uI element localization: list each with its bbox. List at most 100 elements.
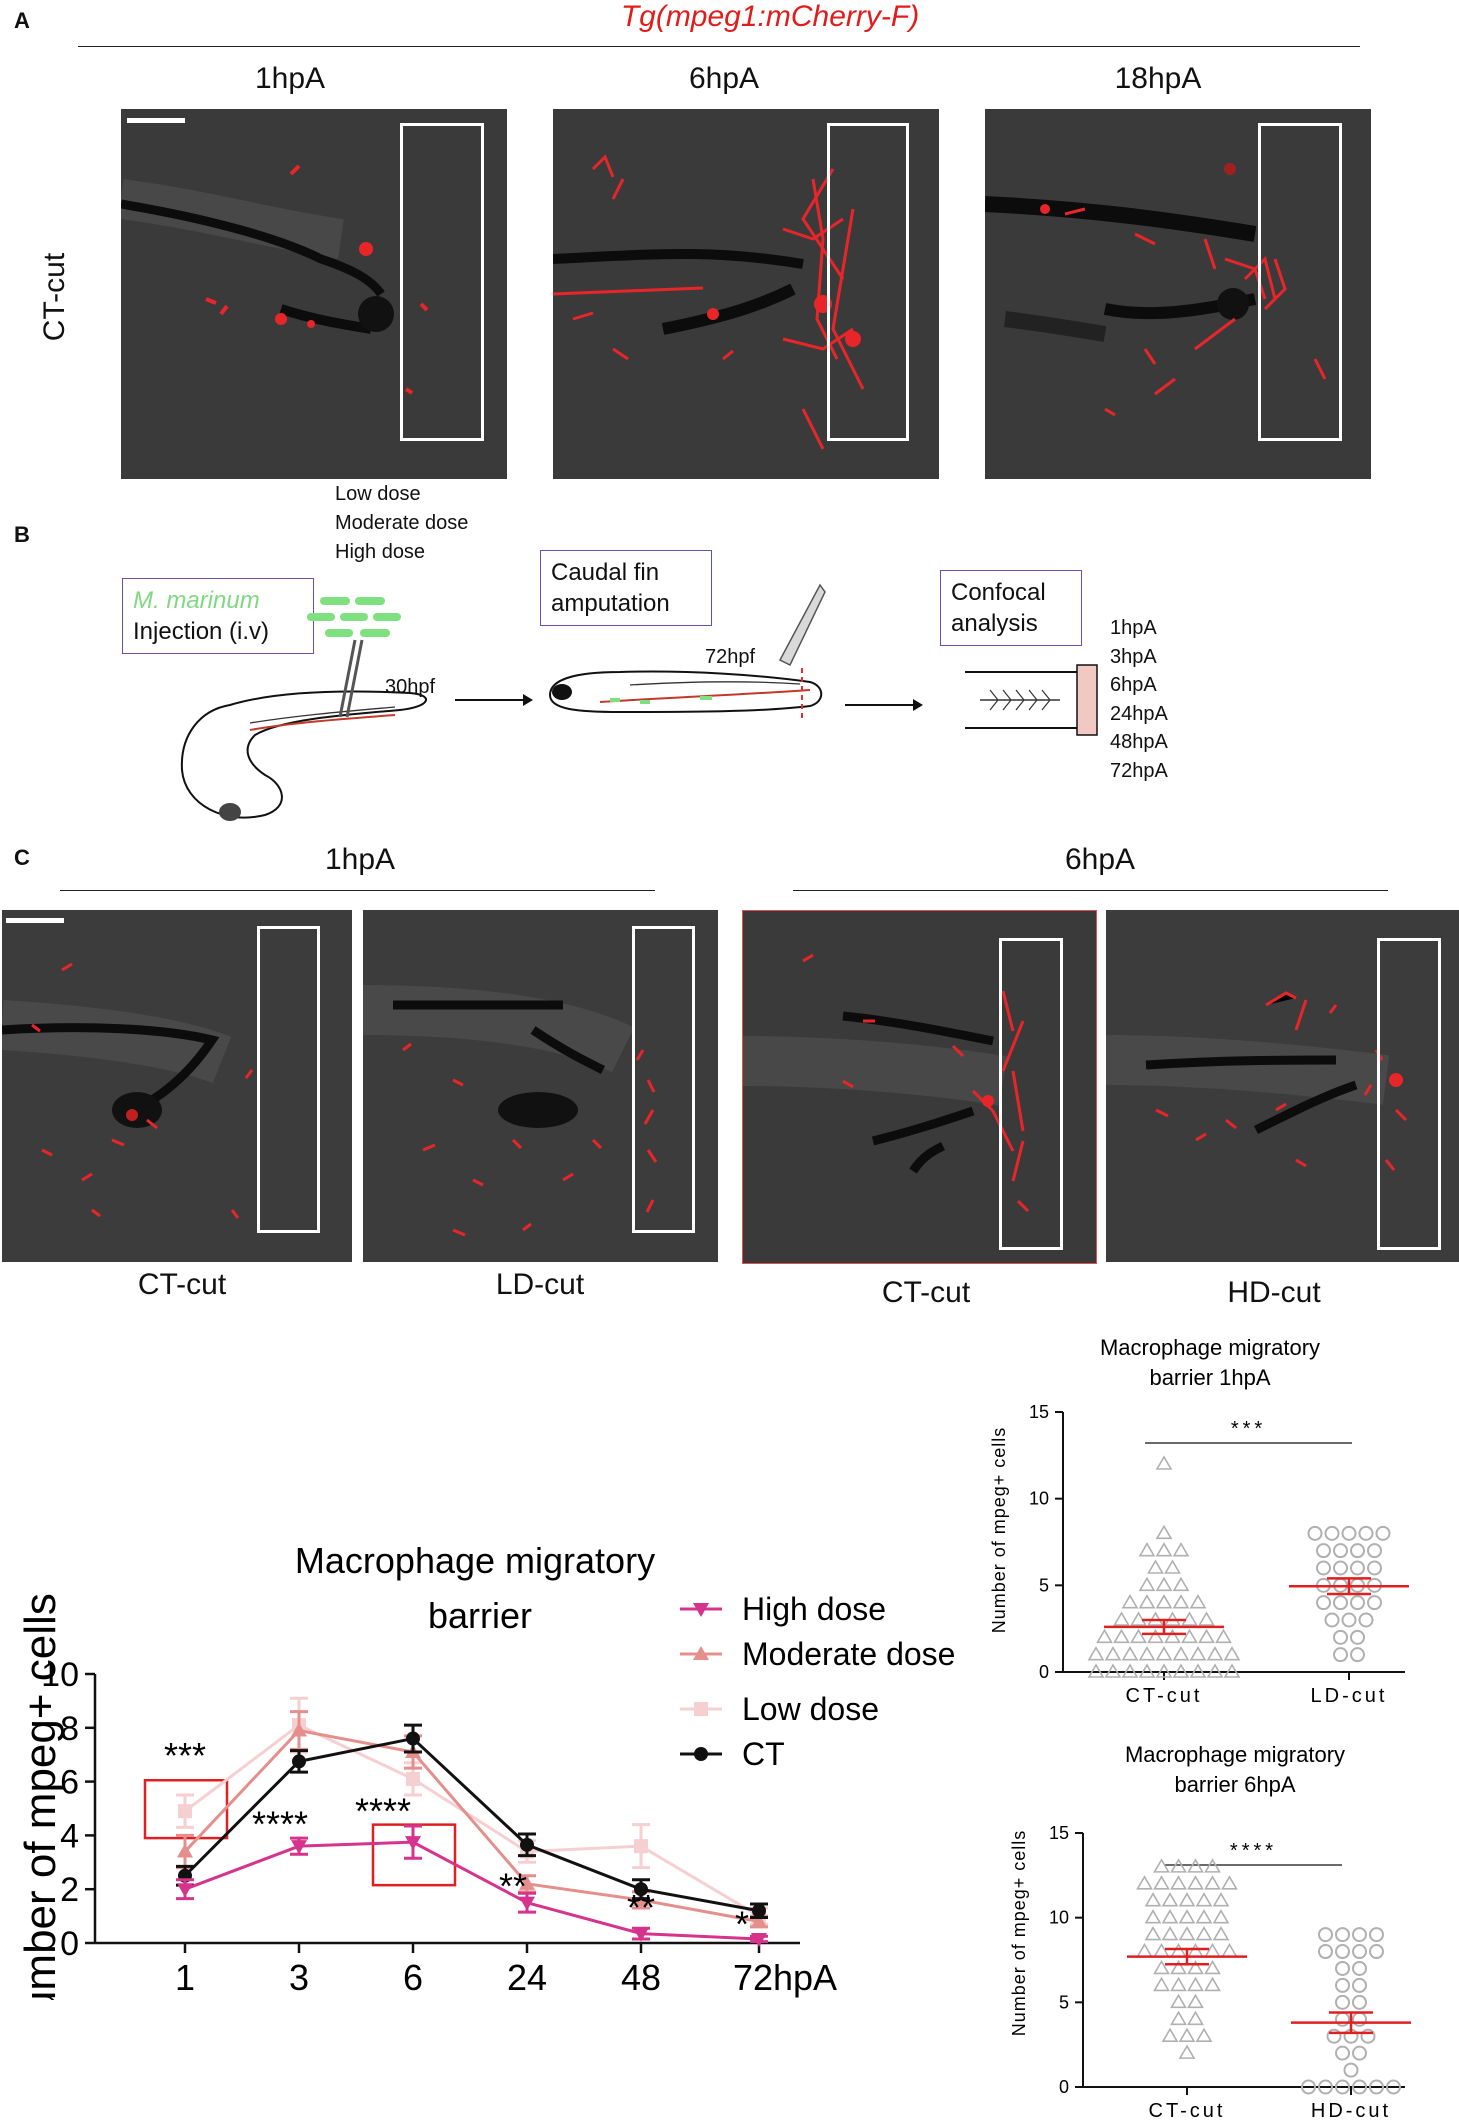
line-chart-y-tick-label: 8	[60, 1710, 79, 1748]
scatter-point-triangle	[1155, 1594, 1173, 1609]
scatter-point-triangle	[1189, 1646, 1207, 1661]
panel-a-row-label: CT-cut	[38, 252, 71, 342]
scatter-point-triangle	[1170, 1858, 1187, 1873]
scatter-point-triangle	[1195, 2027, 1213, 2043]
scatter-point-circle	[1386, 2079, 1401, 2095]
scatter-point-circle	[1369, 1927, 1384, 1943]
legend-marker	[693, 1646, 709, 1660]
scatter-point-triangle	[1153, 1959, 1170, 1975]
scatter-point-triangle	[1138, 1542, 1156, 1557]
scatter-point-circle	[1352, 2045, 1367, 2061]
scatter-point-circle	[1350, 1595, 1365, 1611]
bacteria-icon	[307, 597, 401, 637]
scatter-point-circle	[1352, 1960, 1367, 1976]
series-line-moderate-dose	[183, 1728, 760, 1923]
scatter-point-triangle	[1130, 1628, 1147, 1644]
scatter2-title-1: Macrophage migratory	[1125, 1742, 1345, 1767]
scatter-point-triangle	[1087, 1646, 1105, 1661]
roi-box-c-ld-1hpa	[632, 926, 695, 1233]
panel-c-letter: C	[14, 845, 30, 870]
scatter-point-triangle	[1153, 1942, 1170, 1958]
scatter-point-triangle	[1155, 1663, 1173, 1678]
scatter-point-triangle	[1144, 1892, 1162, 1907]
data-point-ct	[292, 1754, 306, 1769]
data-point-ct	[634, 1882, 648, 1897]
scatter-point-triangle	[1212, 1892, 1230, 1907]
scatter-point-triangle	[1147, 1559, 1164, 1574]
scatter-point-triangle	[1221, 1942, 1238, 1958]
scatter1-title-1: Macrophage migratory	[1100, 1335, 1320, 1360]
scatter-point-triangle	[1178, 2044, 1196, 2059]
scatter-point-triangle	[1170, 1976, 1187, 1992]
data-point-ct	[520, 1837, 534, 1852]
roi-box-c-hd-6hpa	[1377, 938, 1441, 1250]
scatter-point-triangle	[1144, 1926, 1162, 1941]
caption-c-2: LD-cut	[495, 1268, 585, 1301]
roi-box-a-18hpa	[1258, 123, 1342, 441]
scatter-point-triangle	[1161, 1909, 1179, 1924]
inject-time-label: 30hpf	[385, 676, 436, 698]
amputation-line-1: Caudal fin	[551, 559, 660, 586]
scatter-point-triangle	[1204, 1942, 1221, 1958]
scatter-point-triangle	[1206, 1663, 1224, 1678]
micrograph-a-6hpa	[553, 109, 939, 479]
legend-label: Low dose	[742, 1691, 879, 1727]
data-point-moderate	[291, 1722, 307, 1737]
roi-box-c-ct-6hpa	[999, 938, 1063, 1250]
scatter-point-circle	[1341, 1525, 1357, 1541]
data-point-high	[177, 1883, 193, 1898]
micrograph-c-hd-6hpa	[1106, 910, 1459, 1262]
data-point-ct	[752, 1903, 766, 1918]
scatter-x-tick-label: LD-cut	[1311, 1685, 1388, 1707]
amputation-box: Caudal fin amputation	[540, 550, 712, 627]
line-chart-title-2: barrier	[428, 1595, 532, 1636]
data-point-low	[634, 1839, 648, 1854]
scatter-point-triangle	[1215, 1628, 1232, 1644]
scatter-point-triangle	[1121, 1646, 1139, 1661]
micrograph-a-1hpa	[121, 109, 507, 479]
scatter-point-circle	[1367, 1543, 1382, 1559]
scatter-point-triangle	[1187, 1942, 1204, 1958]
dose-list: Low dose Moderate dose High dose	[335, 480, 468, 567]
scatter-point-triangle	[1187, 1976, 1204, 1992]
cf-time-5: 48hpA	[1110, 731, 1168, 754]
species-label: M. marinum	[133, 587, 260, 614]
scatter-point-triangle	[1198, 1628, 1215, 1644]
caption-c-3: CT-cut	[881, 1276, 971, 1309]
panel-b-letter: B	[14, 522, 30, 547]
series-line-low-dose	[184, 1723, 760, 1918]
scatter-point-triangle	[1161, 1926, 1179, 1941]
scatter-point-circle	[1350, 1560, 1365, 1576]
roi-box-c-ct-1hpa	[257, 926, 320, 1233]
scatter-point-circle	[1335, 1960, 1350, 1976]
scatter-point-circle	[1350, 1629, 1365, 1645]
cf-time-6: 72hpA	[1110, 759, 1168, 782]
scatter-point-triangle	[1204, 1976, 1221, 1992]
legend-label: High dose	[742, 1591, 886, 1627]
line-chart-series	[176, 1696, 768, 1947]
scatter-point-triangle	[1121, 1663, 1139, 1678]
scatter-y-tick-label: 10	[1029, 1489, 1049, 1509]
data-point-low	[178, 1804, 192, 1819]
scatter-point-triangle	[1172, 1576, 1190, 1592]
scatter-point-triangle	[1204, 1875, 1221, 1890]
scatter-point-triangle	[1170, 1993, 1187, 2009]
scatter-point-triangle	[1155, 1524, 1173, 1540]
panel-a-time-2: 6hpA	[688, 62, 760, 95]
scatter1-ylabel: Number of mpeg+ cells	[989, 1427, 1009, 1634]
arrow-1	[455, 694, 533, 706]
scatter-point-triangle	[1187, 1959, 1204, 1975]
line-chart-y-tick-label: 4	[60, 1817, 79, 1855]
scatter-chart-6hpa: Macrophage migratory barrier 6hpA Number…	[1009, 1742, 1411, 2122]
caption-c-4: HD-cut	[1227, 1276, 1321, 1309]
scatter-point-triangle	[1221, 1875, 1238, 1890]
significance-annotation: *	[735, 1903, 749, 1944]
scatter-point-triangle	[1155, 1576, 1173, 1592]
micrograph-a-18hpa	[985, 109, 1371, 479]
scatter-point-circle	[1352, 1977, 1367, 1993]
scatter-point-triangle	[1195, 1926, 1213, 1941]
scatter-point-triangle	[1170, 1942, 1187, 1958]
scatter-point-triangle	[1161, 2027, 1179, 2043]
scatter2-ylabel: Number of mpeg+ cells	[1009, 1830, 1029, 2037]
scatter-point-circle	[1333, 1647, 1348, 1663]
